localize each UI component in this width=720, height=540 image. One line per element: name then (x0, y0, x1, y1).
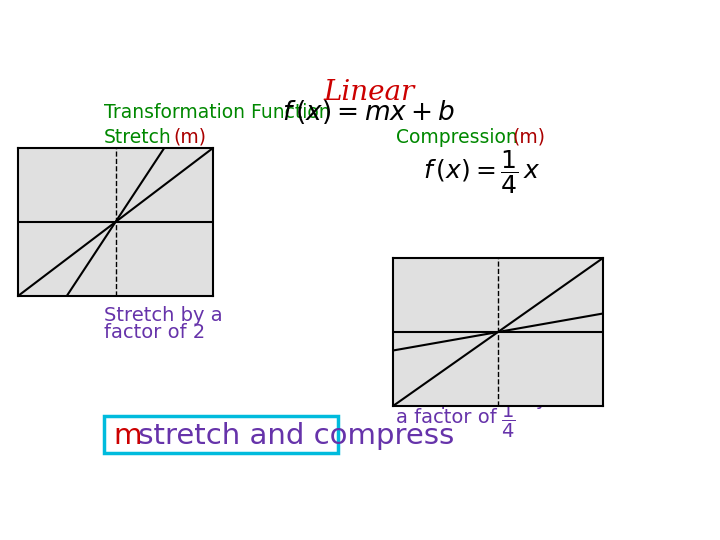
Text: stretch and compress: stretch and compress (129, 422, 454, 450)
Text: factor of 2: factor of 2 (104, 323, 205, 342)
Text: Stretch: Stretch (104, 128, 171, 147)
Text: Linear: Linear (323, 79, 415, 106)
Text: Compression: Compression (396, 128, 518, 147)
Text: (m): (m) (513, 128, 545, 147)
Text: Transformation Function: Transformation Function (104, 103, 330, 122)
Text: a factor of: a factor of (396, 408, 497, 427)
Text: Stretch by a: Stretch by a (104, 306, 222, 325)
Text: $f\,(x) = \dfrac{1}{4}\,x$: $f\,(x) = \dfrac{1}{4}\,x$ (423, 148, 541, 196)
FancyBboxPatch shape (104, 416, 338, 453)
Text: (m): (m) (174, 128, 207, 147)
Text: m: m (113, 422, 142, 450)
Text: Compressed by: Compressed by (396, 390, 547, 409)
Text: $f\,(x) = mx + b$: $f\,(x) = mx + b$ (282, 98, 456, 126)
Text: $f\,(x) = 2x$: $f\,(x) = 2x$ (104, 156, 215, 181)
Text: $\dfrac{1}{4}$: $\dfrac{1}{4}$ (500, 402, 515, 440)
